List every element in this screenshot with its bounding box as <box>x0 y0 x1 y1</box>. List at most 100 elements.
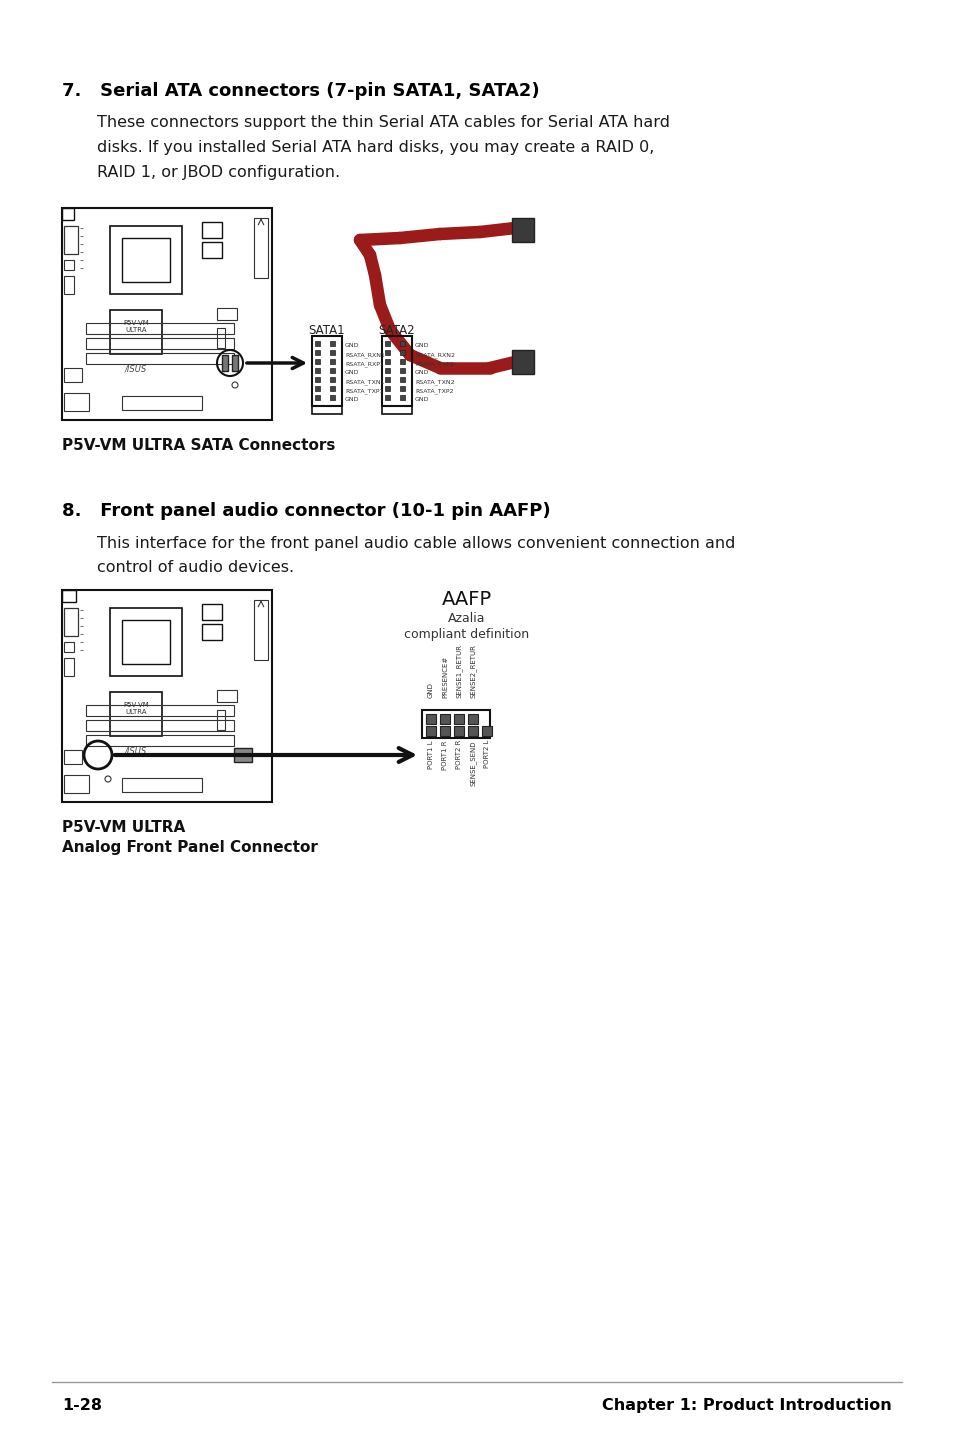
Text: GND: GND <box>415 370 429 375</box>
Bar <box>86 352 233 364</box>
Text: This interface for the front panel audio cable allows convenient connection and: This interface for the front panel audio… <box>97 536 735 551</box>
Bar <box>314 368 319 372</box>
Text: PORT2 L: PORT2 L <box>483 741 490 768</box>
Text: RSATA_TXN1: RSATA_TXN1 <box>345 380 384 385</box>
Bar <box>86 324 233 334</box>
Bar <box>122 620 170 664</box>
Bar <box>110 311 162 354</box>
Text: disks. If you installed Serial ATA hard disks, you may create a RAID 0,: disks. If you installed Serial ATA hard … <box>97 139 654 155</box>
Text: RSATA_TXN2: RSATA_TXN2 <box>415 380 455 385</box>
Bar <box>64 751 82 764</box>
Bar <box>110 608 182 676</box>
Bar <box>314 341 319 347</box>
Bar <box>216 328 225 348</box>
Text: PRESENCE#: PRESENCE# <box>441 656 448 697</box>
Bar <box>64 775 89 792</box>
Text: compliant definition: compliant definition <box>404 628 529 641</box>
Bar <box>385 360 390 364</box>
Bar <box>312 336 341 406</box>
Bar <box>330 360 335 364</box>
Bar <box>86 338 233 349</box>
Bar <box>399 360 405 364</box>
Bar <box>421 710 490 738</box>
Text: GND: GND <box>345 344 359 348</box>
Bar <box>330 395 335 400</box>
Text: /ISUS: /ISUS <box>125 364 147 372</box>
Bar <box>381 406 412 414</box>
Bar <box>426 715 436 723</box>
Bar <box>399 385 405 391</box>
Bar <box>399 395 405 400</box>
Text: RSATA_RXP1: RSATA_RXP1 <box>345 361 383 367</box>
Bar <box>110 226 182 293</box>
Bar <box>202 624 222 640</box>
Bar <box>330 349 335 355</box>
Bar <box>385 395 390 400</box>
Bar <box>232 355 237 371</box>
Bar <box>86 705 233 716</box>
Bar <box>64 641 74 651</box>
Text: /ISUS: /ISUS <box>125 746 147 755</box>
Bar <box>64 226 78 255</box>
Bar <box>122 778 202 792</box>
Text: GND: GND <box>345 397 359 403</box>
Bar <box>330 341 335 347</box>
Text: These connectors support the thin Serial ATA cables for Serial ATA hard: These connectors support the thin Serial… <box>97 115 669 129</box>
Bar <box>62 209 74 220</box>
Bar <box>202 604 222 620</box>
Text: RSATA_RXP2: RSATA_RXP2 <box>415 361 454 367</box>
Bar <box>385 349 390 355</box>
Bar <box>64 659 74 676</box>
Bar <box>385 377 390 383</box>
Text: SATA1: SATA1 <box>309 324 345 336</box>
Bar <box>385 385 390 391</box>
Text: P5V-VM
ULTRA: P5V-VM ULTRA <box>123 321 149 334</box>
Bar <box>122 239 170 282</box>
Bar <box>202 221 222 239</box>
Text: Azalia: Azalia <box>448 613 485 626</box>
Bar <box>330 368 335 372</box>
Bar <box>439 726 450 736</box>
Bar <box>64 393 89 411</box>
Text: RAID 1, or JBOD configuration.: RAID 1, or JBOD configuration. <box>97 165 340 180</box>
Bar <box>86 720 233 731</box>
Text: GND: GND <box>345 370 359 375</box>
Bar <box>385 341 390 347</box>
Bar <box>122 395 202 410</box>
Text: P5V-VM ULTRA SATA Connectors: P5V-VM ULTRA SATA Connectors <box>62 439 335 453</box>
Text: 8.   Front panel audio connector (10-1 pin AAFP): 8. Front panel audio connector (10-1 pin… <box>62 502 550 521</box>
Text: 1-28: 1-28 <box>62 1398 102 1414</box>
Text: SENSE1_RETUR: SENSE1_RETUR <box>456 644 462 697</box>
Bar <box>312 406 341 414</box>
Bar <box>202 242 222 257</box>
Bar <box>216 690 236 702</box>
Bar <box>330 385 335 391</box>
Bar <box>399 377 405 383</box>
Bar <box>64 276 74 293</box>
Bar <box>216 710 225 731</box>
Bar <box>314 360 319 364</box>
Bar <box>314 385 319 391</box>
Text: Chapter 1: Product Introduction: Chapter 1: Product Introduction <box>601 1398 891 1414</box>
Text: control of audio devices.: control of audio devices. <box>97 559 294 575</box>
Bar <box>439 715 450 723</box>
Bar <box>222 355 228 371</box>
Bar <box>216 308 236 321</box>
Bar <box>399 349 405 355</box>
Bar <box>62 209 272 420</box>
Bar <box>381 336 412 406</box>
Bar <box>454 715 463 723</box>
Bar <box>385 368 390 372</box>
Bar <box>64 260 74 270</box>
Text: GND: GND <box>415 344 429 348</box>
Text: GND: GND <box>428 682 434 697</box>
Bar <box>399 341 405 347</box>
Text: AAFP: AAFP <box>441 590 492 610</box>
Text: Analog Front Panel Connector: Analog Front Panel Connector <box>62 840 317 856</box>
Text: SENSE2_RETUR: SENSE2_RETUR <box>469 644 476 697</box>
Text: P5V-VM ULTRA: P5V-VM ULTRA <box>62 820 185 835</box>
Bar <box>330 377 335 383</box>
Bar <box>314 395 319 400</box>
Text: RSATA_TXP1: RSATA_TXP1 <box>345 388 383 394</box>
Bar <box>399 368 405 372</box>
